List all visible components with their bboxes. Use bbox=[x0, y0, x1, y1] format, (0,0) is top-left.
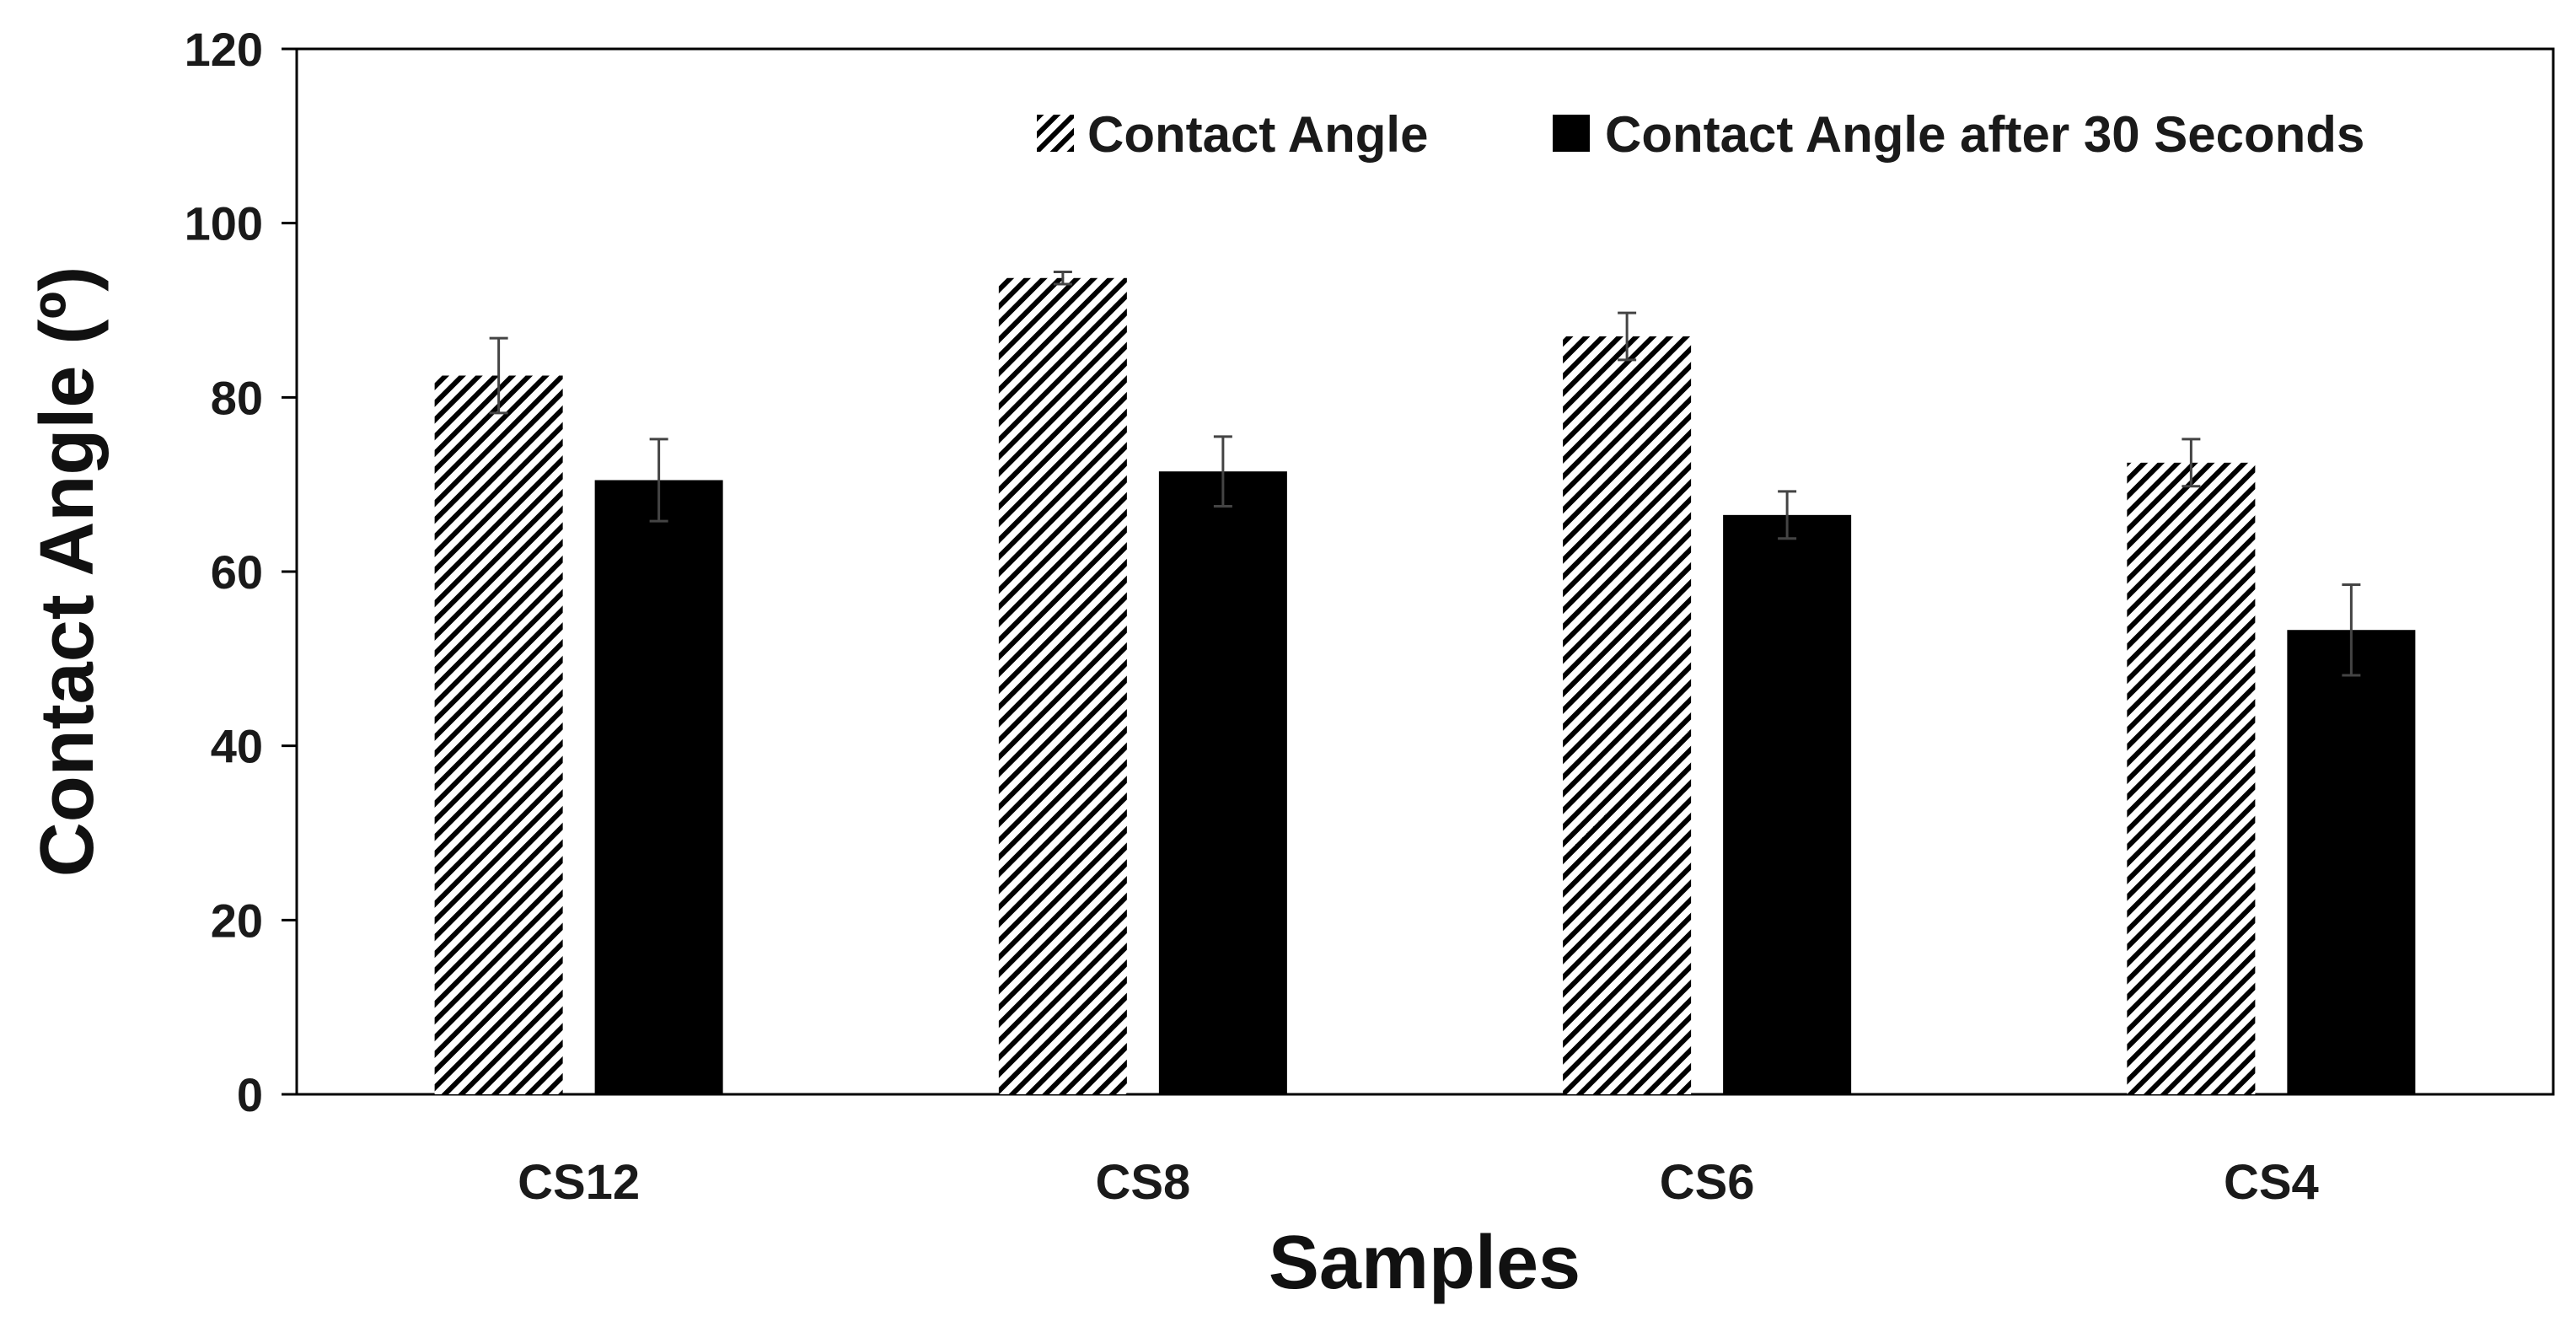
legend-label-contact-angle-30s: Contact Angle after 30 Seconds bbox=[1605, 106, 2364, 163]
x-axis: CS12 CS8 CS6 CS4 bbox=[518, 1155, 2319, 1210]
legend: Contact Angle Contact Angle after 30 Sec… bbox=[1037, 106, 2364, 163]
y-tick-label: 80 bbox=[211, 371, 263, 424]
x-tick-label-cs4: CS4 bbox=[2224, 1155, 2319, 1210]
legend-swatch-contact-angle-30s bbox=[1553, 115, 1590, 152]
y-tick-label: 60 bbox=[211, 545, 263, 599]
bar-cs6-contact-angle-after-30-seconds bbox=[1723, 514, 1852, 1094]
y-axis-title: Contact Angle (º) bbox=[25, 266, 110, 877]
y-tick-label: 40 bbox=[211, 720, 263, 773]
bar-cs8-contact-angle bbox=[998, 277, 1127, 1094]
bar-cs4-contact-angle-after-30-seconds bbox=[2287, 630, 2416, 1094]
y-tick-label: 20 bbox=[211, 894, 263, 947]
error-bars-layer bbox=[489, 271, 2361, 677]
bar-cs8-contact-angle-after-30-seconds bbox=[1158, 471, 1287, 1094]
x-axis-title: Samples bbox=[1269, 1221, 1580, 1305]
legend-swatch-contact-angle bbox=[1037, 115, 1074, 152]
y-tick-label: 120 bbox=[185, 23, 263, 76]
bar-cs6-contact-angle bbox=[1563, 336, 1692, 1094]
x-tick-label-cs8: CS8 bbox=[1095, 1155, 1190, 1210]
y-axis: 0 20 40 60 80 100 120 bbox=[185, 23, 297, 1121]
bar-cs12-contact-angle bbox=[434, 375, 563, 1094]
x-tick-label-cs6: CS6 bbox=[1660, 1155, 1755, 1210]
y-tick-label: 0 bbox=[237, 1068, 263, 1121]
bar-cs4-contact-angle bbox=[2127, 462, 2256, 1094]
legend-label-contact-angle: Contact Angle bbox=[1087, 106, 1428, 163]
bar-cs12-contact-angle-after-30-seconds bbox=[594, 480, 723, 1094]
bars-layer bbox=[434, 277, 2416, 1094]
y-tick-label: 100 bbox=[185, 197, 263, 250]
x-tick-label-cs12: CS12 bbox=[518, 1155, 640, 1210]
